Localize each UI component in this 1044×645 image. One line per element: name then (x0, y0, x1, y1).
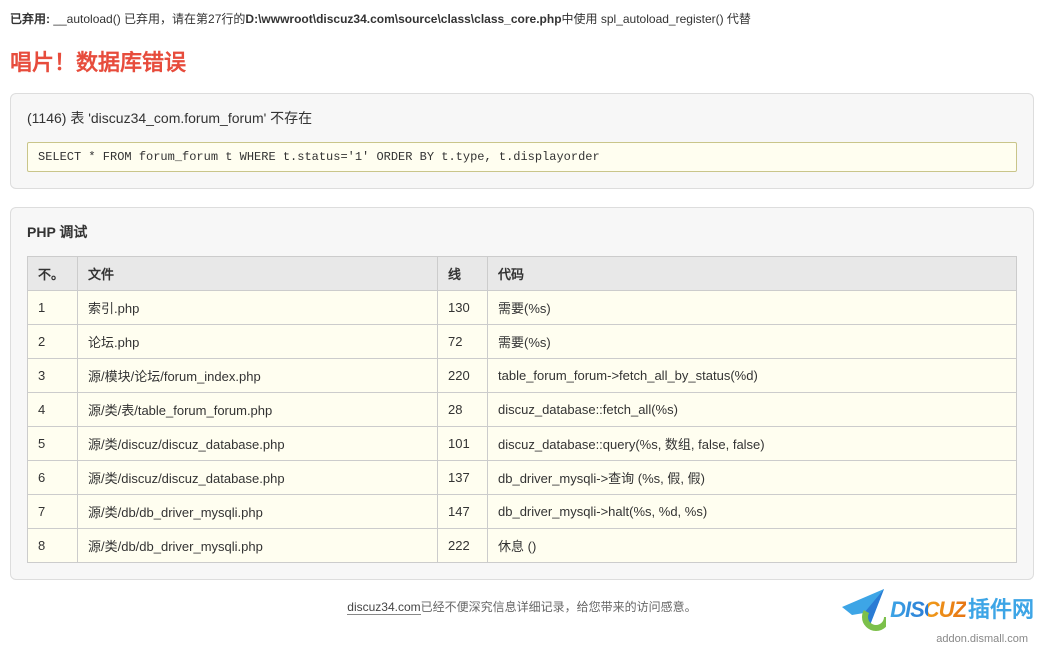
footer-site-link[interactable]: discuz34.com (347, 600, 420, 615)
error-title: 唱片！数据库错误 (10, 45, 1034, 77)
plane-icon (840, 585, 886, 631)
cell-no: 5 (28, 427, 78, 461)
cell-file: 源/类/db/db_driver_mysqli.php (78, 495, 438, 529)
cell-no: 7 (28, 495, 78, 529)
table-row: 2论坛.php72需要(%s) (28, 325, 1017, 359)
cell-line: 137 (438, 461, 488, 495)
cell-no: 8 (28, 529, 78, 563)
watermark: DISCUZ插件网 addon.dismall.com (840, 585, 1034, 631)
deprecation-label: 已弃用: (10, 12, 50, 26)
debug-table: 不。 文件 线 代码 1索引.php130需要(%s)2论坛.php72需要(%… (27, 256, 1017, 563)
table-row: 6源/类/discuz/discuz_database.php137db_dri… (28, 461, 1017, 495)
table-row: 8源/类/db/db_driver_mysqli.php222休息 () (28, 529, 1017, 563)
cell-file: 论坛.php (78, 325, 438, 359)
footer-text: 已经不便深究信息详细记录，给您带来的访问感意。 (421, 600, 697, 614)
cell-line: 130 (438, 291, 488, 325)
cell-file: 索引.php (78, 291, 438, 325)
table-row: 4源/类/表/table_forum_forum.php28discuz_dat… (28, 393, 1017, 427)
cell-line: 147 (438, 495, 488, 529)
cell-code: discuz_database::query(%s, 数组, false, fa… (488, 427, 1017, 461)
cell-line: 220 (438, 359, 488, 393)
col-header-no: 不。 (28, 257, 78, 291)
error-panel: (1146) 表 'discuz34_com.forum_forum' 不存在 … (10, 93, 1034, 189)
cell-line: 222 (438, 529, 488, 563)
table-row: 1索引.php130需要(%s) (28, 291, 1017, 325)
col-header-code: 代码 (488, 257, 1017, 291)
cell-code: db_driver_mysqli->查询 (%s, 假, 假) (488, 461, 1017, 495)
cell-code: 需要(%s) (488, 325, 1017, 359)
cell-code: table_forum_forum->fetch_all_by_status(%… (488, 359, 1017, 393)
debug-header-row: 不。 文件 线 代码 (28, 257, 1017, 291)
sql-query: SELECT * FROM forum_forum t WHERE t.stat… (27, 142, 1017, 172)
col-header-file: 文件 (78, 257, 438, 291)
cell-file: 源/类/discuz/discuz_database.php (78, 461, 438, 495)
cell-line: 72 (438, 325, 488, 359)
watermark-brand: DISCUZ (890, 597, 966, 622)
cell-no: 6 (28, 461, 78, 495)
table-row: 7源/类/db/db_driver_mysqli.php147db_driver… (28, 495, 1017, 529)
cell-line: 28 (438, 393, 488, 427)
table-row: 3源/模块/论坛/forum_index.php220table_forum_f… (28, 359, 1017, 393)
cell-no: 3 (28, 359, 78, 393)
cell-no: 4 (28, 393, 78, 427)
cell-code: db_driver_mysqli->halt(%s, %d, %s) (488, 495, 1017, 529)
col-header-line: 线 (438, 257, 488, 291)
cell-code: 需要(%s) (488, 291, 1017, 325)
cell-no: 2 (28, 325, 78, 359)
cell-file: 源/模块/论坛/forum_index.php (78, 359, 438, 393)
watermark-sub: addon.dismall.com (936, 633, 1028, 645)
cell-line: 101 (438, 427, 488, 461)
debug-panel: PHP 调试 不。 文件 线 代码 1索引.php130需要(%s)2论坛.ph… (10, 207, 1034, 580)
debug-title: PHP 调试 (27, 222, 1017, 242)
cell-file: 源/类/discuz/discuz_database.php (78, 427, 438, 461)
table-row: 5源/类/discuz/discuz_database.php101discuz… (28, 427, 1017, 461)
cell-file: 源/类/表/table_forum_forum.php (78, 393, 438, 427)
cell-code: discuz_database::fetch_all(%s) (488, 393, 1017, 427)
cell-file: 源/类/db/db_driver_mysqli.php (78, 529, 438, 563)
deprecation-text-2: 中使用 spl_autoload_register() 代替 (562, 12, 751, 26)
error-message: (1146) 表 'discuz34_com.forum_forum' 不存在 (27, 108, 1017, 128)
cell-no: 1 (28, 291, 78, 325)
deprecation-path: D:\wwwroot\discuz34.com\source\class\cla… (245, 12, 561, 26)
cell-code: 休息 () (488, 529, 1017, 563)
deprecation-text-1: __autoload() 已弃用，请在第27行的 (50, 12, 245, 26)
deprecation-notice: 已弃用: __autoload() 已弃用，请在第27行的D:\wwwroot\… (10, 10, 1034, 27)
watermark-brand-cn: 插件网 (968, 597, 1034, 622)
footer: discuz34.com已经不便深究信息详细记录，给您带来的访问感意。 DISC… (10, 598, 1034, 615)
